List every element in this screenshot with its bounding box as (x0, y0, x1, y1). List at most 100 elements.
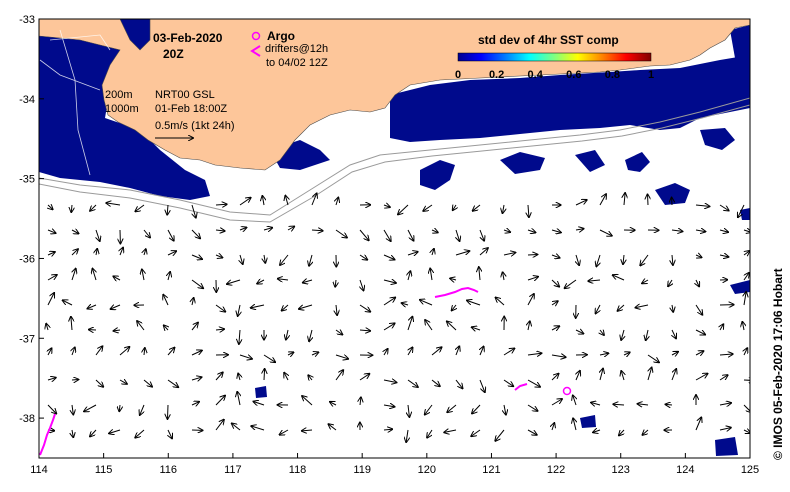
current-arrow (671, 230, 682, 231)
current-arrow (111, 305, 121, 309)
current-arrow (308, 375, 312, 380)
current-arrow (479, 267, 480, 281)
y-tick-label: -38 (19, 413, 35, 425)
x-tick-label: 121 (482, 464, 500, 476)
current-arrow (695, 205, 709, 206)
current-arrow (215, 420, 224, 431)
current-arrow (447, 321, 457, 331)
current-arrow (743, 273, 749, 281)
current-arrow (383, 254, 395, 260)
current-arrow (303, 280, 313, 283)
current-arrow (336, 198, 338, 206)
y-tick-label: -37 (19, 333, 35, 345)
current-arrow (251, 305, 265, 308)
current-arrow (137, 321, 145, 331)
current-arrow (288, 352, 293, 355)
current-arrow (527, 404, 538, 411)
current-arrow (480, 347, 484, 356)
current-arrow (452, 305, 456, 310)
current-arrow (719, 255, 728, 257)
current-arrow (420, 300, 433, 306)
current-arrow (527, 353, 541, 355)
current-arrow (359, 255, 367, 260)
current-arrow (215, 329, 224, 330)
current-arrow (280, 254, 289, 265)
colorbar-tick-label: 0 (455, 69, 461, 81)
current-arrow (191, 229, 200, 238)
colorbar-ticks: 0 0.2 0.4 0.6 0.8 1 (455, 69, 654, 81)
current-arrow (120, 248, 123, 256)
isobaths (39, 97, 750, 223)
current-arrow (672, 304, 673, 312)
current-arrow (527, 294, 534, 306)
current-arrow (588, 280, 601, 281)
current-arrow (119, 380, 127, 384)
current-arrow (600, 330, 604, 335)
x-tick-label: 114 (30, 464, 48, 476)
current-arrow (46, 324, 48, 331)
current-arrow (106, 203, 121, 205)
current-arrow (359, 374, 369, 381)
current-arrow (192, 298, 194, 306)
current-arrow (472, 404, 481, 414)
x-tick-label: 123 (612, 464, 630, 476)
current-arrow (471, 429, 481, 436)
current-arrow (191, 402, 199, 405)
map-time: 20Z (163, 47, 184, 61)
current-arrow (453, 205, 456, 210)
current-arrow (647, 354, 659, 362)
current-arrow (71, 204, 72, 212)
current-arrow (263, 354, 275, 362)
current-arrow (227, 279, 241, 284)
land-lines (39, 29, 111, 176)
current-arrow (719, 230, 728, 232)
current-arrow (167, 251, 176, 255)
current-arrow (596, 304, 600, 313)
current-arrow (144, 249, 146, 256)
current-arrow (168, 429, 172, 438)
current-arrow (359, 304, 370, 312)
current-arrow (527, 429, 537, 435)
current-arrow (479, 248, 488, 256)
current-arrow (167, 348, 174, 356)
colorbar-tick-label: 0.4 (528, 69, 544, 81)
current-arrow (623, 352, 630, 355)
current-arrow (743, 380, 750, 381)
current-arrow (552, 423, 554, 431)
current-arrow (47, 230, 56, 233)
current-arrow (430, 269, 432, 281)
current-arrow (168, 272, 170, 281)
isobath-200-label: 200m (105, 89, 133, 101)
current-arrow (142, 270, 144, 281)
current-arrow (456, 229, 460, 241)
current-arrow (109, 430, 121, 433)
current-arrow (311, 230, 323, 231)
current-arrow (383, 405, 394, 407)
current-arrow (527, 255, 537, 256)
current-arrow (668, 279, 672, 286)
current-arrow (47, 252, 55, 255)
current-arrow (646, 329, 648, 340)
current-arrow (671, 352, 678, 355)
current-arrow (232, 424, 241, 431)
x-tick-label: 125 (741, 464, 759, 476)
current-arrow (528, 204, 529, 217)
colorbar (457, 52, 652, 62)
current-arrow (302, 430, 313, 431)
current-arrow (427, 429, 433, 438)
drifter-tracks (39, 286, 528, 456)
x-tick-label: 118 (289, 464, 307, 476)
current-arrow (648, 368, 652, 381)
y-tick-label: -36 (19, 253, 35, 265)
current-arrow (257, 280, 265, 284)
current-arrow (237, 392, 240, 406)
current-arrow (383, 323, 395, 331)
current-arrow (591, 403, 601, 406)
current-arrow (398, 204, 409, 214)
current-arrow (479, 379, 485, 392)
x-tick-label: 119 (353, 464, 371, 476)
x-tick-label: 122 (547, 464, 565, 476)
drifter-legend-label: drifters@12h (265, 43, 328, 55)
current-arrow (93, 269, 97, 281)
